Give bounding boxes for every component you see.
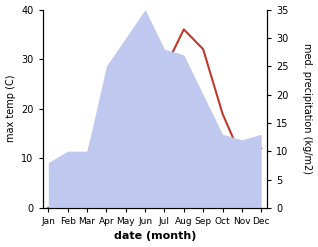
Y-axis label: max temp (C): max temp (C) <box>5 75 16 143</box>
Y-axis label: med. precipitation (kg/m2): med. precipitation (kg/m2) <box>302 43 313 174</box>
X-axis label: date (month): date (month) <box>114 231 196 242</box>
